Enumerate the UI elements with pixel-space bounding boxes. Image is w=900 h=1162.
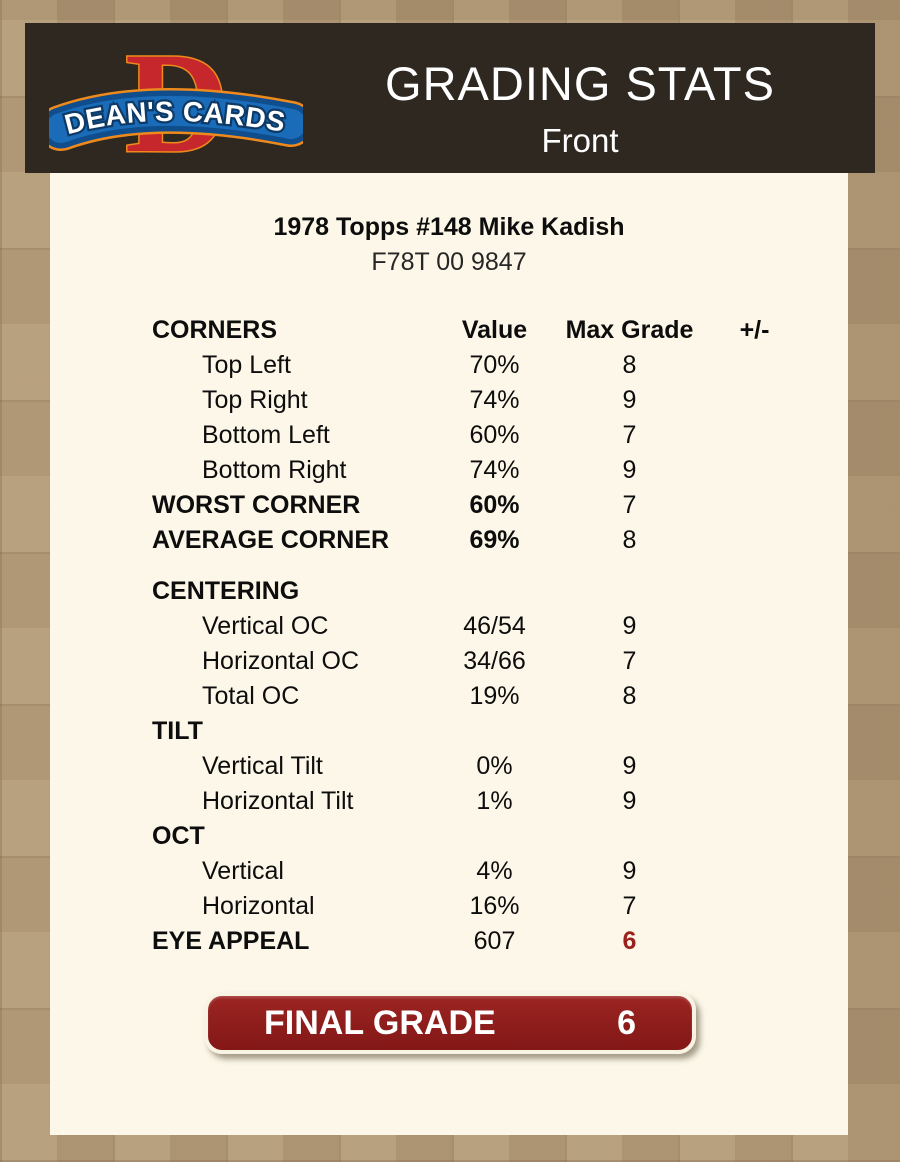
stat-value: 607 bbox=[473, 927, 516, 955]
table-row-total-oc: Total OC 19% 8 bbox=[152, 679, 802, 714]
stat-label: Bottom Left bbox=[202, 421, 330, 449]
final-grade-value: 6 bbox=[617, 1003, 636, 1042]
stat-max-grade: 7 bbox=[622, 491, 637, 519]
column-header-corners: CORNERS bbox=[152, 316, 278, 344]
stat-max-grade: 9 bbox=[622, 787, 637, 815]
page-title: GRADING STATS bbox=[385, 57, 775, 110]
stat-max-grade: 9 bbox=[622, 386, 637, 414]
stat-max-grade: 8 bbox=[622, 526, 637, 554]
table-section-oct: OCT bbox=[152, 819, 802, 854]
page-subtitle-front: Front bbox=[541, 122, 619, 159]
stat-value: 1% bbox=[476, 787, 513, 815]
stat-max-grade: 9 bbox=[622, 752, 637, 780]
stat-max-grade: 9 bbox=[622, 857, 637, 885]
stat-label: Top Left bbox=[202, 351, 291, 379]
stat-value: 34/66 bbox=[463, 647, 526, 675]
table-row-bottom-left: Bottom Left 60% 7 bbox=[152, 418, 802, 453]
stat-value: 46/54 bbox=[463, 612, 526, 640]
stat-label: Total OC bbox=[202, 682, 300, 710]
table-row-bottom-right: Bottom Right 74% 9 bbox=[152, 453, 802, 488]
table-row-vertical-tilt: Vertical Tilt 0% 9 bbox=[152, 749, 802, 784]
table-section-centering: CENTERING bbox=[152, 574, 802, 609]
stat-label: Horizontal OC bbox=[202, 647, 359, 675]
table-row-eye-appeal: EYE APPEAL 607 6 bbox=[152, 924, 802, 959]
table-row-horizontal-tilt: Horizontal Tilt 1% 9 bbox=[152, 784, 802, 819]
card-serial-number: F78T 00 9847 bbox=[371, 248, 527, 276]
column-header-value: Value bbox=[461, 316, 528, 344]
table-row-vertical-oc: Vertical OC 46/54 9 bbox=[152, 609, 802, 644]
stat-label: EYE APPEAL bbox=[152, 927, 310, 955]
stat-max-grade: 7 bbox=[622, 892, 637, 920]
deans-cards-logo-icon: D DEAN'S CARDS bbox=[38, 23, 314, 185]
table-row-top-right: Top Right 74% 9 bbox=[152, 383, 802, 418]
stat-label: AVERAGE CORNER bbox=[152, 526, 390, 554]
table-row-oct-vertical: Vertical 4% 9 bbox=[152, 854, 802, 889]
table-row-average-corner: AVERAGE CORNER 69% 8 bbox=[152, 523, 802, 558]
deans-cards-logo: D DEAN'S CARDS bbox=[38, 23, 314, 185]
stat-label: Vertical OC bbox=[202, 612, 329, 640]
table-row-horizontal-oc: Horizontal OC 34/66 7 bbox=[152, 644, 802, 679]
section-label: CENTERING bbox=[152, 577, 300, 605]
header-titles: GRADING STATS Front bbox=[293, 23, 867, 173]
stat-label: Bottom Right bbox=[202, 456, 347, 484]
stat-value: 4% bbox=[476, 857, 513, 885]
table-row-oct-horizontal: Horizontal 16% 7 bbox=[152, 889, 802, 924]
stat-label: Vertical bbox=[202, 857, 284, 885]
stat-value: 60% bbox=[469, 421, 520, 449]
header-bar: D DEAN'S CARDS GRADING STATS Front bbox=[25, 23, 875, 185]
stat-label: Top Right bbox=[202, 386, 308, 414]
report-panel: 1978 Topps #148 Mike Kadish F78T 00 9847… bbox=[50, 173, 848, 1135]
stat-value: 69% bbox=[469, 526, 520, 554]
eye-appeal-grade: 6 bbox=[622, 927, 637, 955]
grading-table: CORNERS Value Max Grade +/- Top Left 70%… bbox=[152, 313, 802, 959]
column-header-max-grade: Max Grade bbox=[565, 316, 694, 344]
stat-label: WORST CORNER bbox=[152, 491, 361, 519]
stat-value: 0% bbox=[476, 752, 513, 780]
table-section-tilt: TILT bbox=[152, 714, 802, 749]
stat-max-grade: 7 bbox=[622, 647, 637, 675]
stat-label: Horizontal Tilt bbox=[202, 787, 354, 815]
stat-value: 19% bbox=[469, 682, 520, 710]
stat-max-grade: 8 bbox=[622, 682, 637, 710]
final-grade-button[interactable]: FINAL GRADE 6 bbox=[204, 992, 696, 1054]
stat-value: 60% bbox=[469, 491, 520, 519]
column-header-plus-minus: +/- bbox=[739, 316, 770, 344]
logo-ribbon bbox=[46, 95, 306, 143]
stat-max-grade: 8 bbox=[622, 351, 637, 379]
section-label: OCT bbox=[152, 822, 205, 850]
stat-label: Horizontal bbox=[202, 892, 315, 920]
section-label: TILT bbox=[152, 717, 203, 745]
table-row-top-left: Top Left 70% 8 bbox=[152, 348, 802, 383]
final-grade-label: FINAL GRADE bbox=[264, 1003, 496, 1042]
stat-max-grade: 9 bbox=[622, 456, 637, 484]
card-title: 1978 Topps #148 Mike Kadish bbox=[273, 213, 625, 241]
stat-value: 74% bbox=[469, 386, 520, 414]
stat-value: 74% bbox=[469, 456, 520, 484]
stat-label: Vertical Tilt bbox=[202, 752, 323, 780]
stat-value: 16% bbox=[469, 892, 520, 920]
table-header-row: CORNERS Value Max Grade +/- bbox=[152, 313, 802, 348]
stat-max-grade: 7 bbox=[622, 421, 637, 449]
stat-value: 70% bbox=[469, 351, 520, 379]
table-row-worst-corner: WORST CORNER 60% 7 bbox=[152, 488, 802, 523]
stat-max-grade: 9 bbox=[622, 612, 637, 640]
